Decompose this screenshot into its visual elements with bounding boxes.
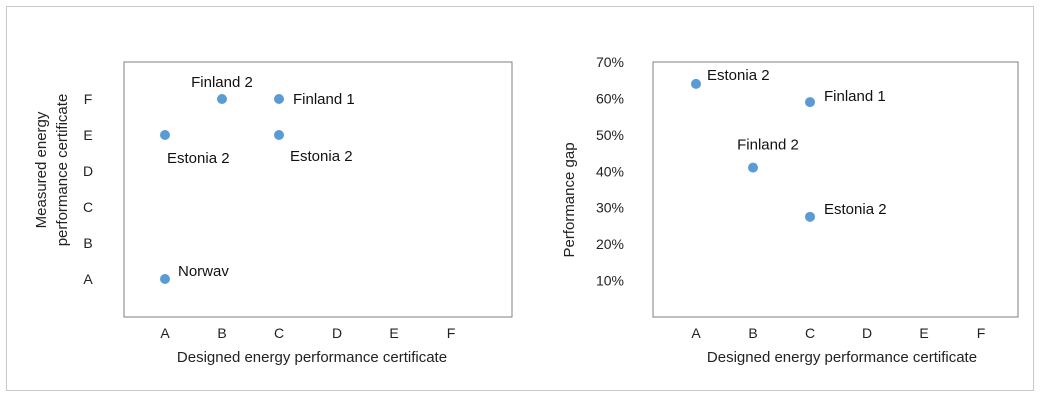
left-x-ticks: A B C D E F (160, 325, 455, 341)
right-y-tick-label: 40% (596, 163, 624, 179)
right-x-tick-label: A (691, 325, 701, 341)
left-x-tick-label: B (217, 325, 226, 341)
left-x-axis-label: Designed energy performance certificate (177, 349, 447, 366)
right-x-tick-label: C (805, 325, 815, 341)
right-data-label: Finland 1 (824, 88, 886, 105)
left-y-axis-label-line1: Measured energy (33, 111, 50, 228)
left-data-point (160, 274, 170, 284)
right-y-tick-label: 10% (596, 273, 624, 289)
left-data-label: Norwav (178, 263, 229, 280)
right-data-label: Finland 2 (737, 137, 799, 154)
right-y-tick-label: 70% (596, 54, 624, 70)
left-data-point (217, 94, 227, 104)
left-y-tick-label: E (83, 127, 92, 143)
right-x-axis-label: Designed energy performance certificate (707, 349, 977, 366)
right-y-ticks: 10% 20% 30% 40% 50% 60% 70% (596, 54, 624, 289)
left-y-tick-label: D (83, 163, 93, 179)
right-x-ticks: A B C D E F (691, 325, 985, 341)
right-plot-area (652, 61, 1019, 318)
left-x-tick-label: C (274, 325, 284, 341)
left-x-tick-label: A (160, 325, 170, 341)
right-data-point (748, 162, 758, 173)
right-chart: Performance gap Designed energy performa… (561, 54, 1019, 366)
right-x-tick-label: F (977, 325, 986, 341)
left-data-label: Estonia 2 (167, 150, 230, 167)
left-plot-area (123, 61, 513, 318)
left-data-label: Estonia 2 (290, 148, 353, 165)
right-data-point (805, 97, 815, 108)
right-y-tick-label: 30% (596, 200, 624, 216)
left-chart: Measured energy performance certificate … (33, 61, 513, 366)
left-y-ticks: A B C D E F (83, 91, 93, 287)
right-data-point (805, 211, 815, 222)
left-points: Finland 2 Finland 1 Estonia 2 Estonia 2 Norw… (160, 74, 355, 284)
left-data-point (274, 130, 284, 140)
right-x-tick-label: B (748, 325, 757, 341)
left-data-label: Finland 2 (191, 74, 253, 91)
left-y-tick-label: A (83, 271, 93, 287)
right-points: Estonia 2 Finland 1 Finland 2 Estonia 2 (691, 67, 887, 222)
left-data-point (160, 130, 170, 140)
right-x-tick-label: D (862, 325, 872, 341)
right-x-tick-label: E (919, 325, 928, 341)
left-x-tick-label: E (389, 325, 398, 341)
right-data-label: Estonia 2 (824, 201, 887, 218)
left-data-label: Finland 1 (293, 91, 355, 108)
right-y-tick-label: 60% (596, 90, 624, 106)
left-y-tick-label: C (83, 199, 93, 215)
right-data-point (691, 78, 701, 89)
right-y-tick-label: 50% (596, 127, 624, 143)
left-data-point (274, 94, 284, 104)
left-y-tick-label: F (84, 91, 93, 107)
right-data-label: Estonia 2 (707, 67, 770, 84)
left-y-axis-label-line2: performance certificate (54, 94, 71, 247)
left-y-tick-label: B (83, 235, 92, 251)
right-y-tick-label: 20% (596, 236, 624, 252)
left-x-tick-label: F (447, 325, 456, 341)
right-y-axis-label: Performance gap (561, 142, 578, 257)
left-x-tick-label: D (332, 325, 342, 341)
